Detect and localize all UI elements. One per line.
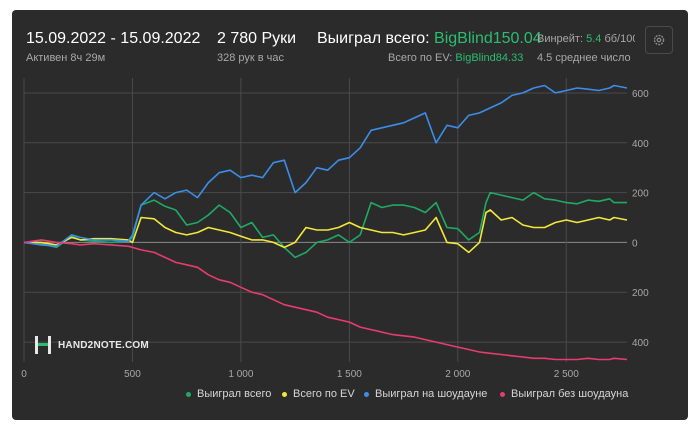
legend-item-ev-total[interactable]: Всего по EV	[282, 388, 355, 400]
legend-marker	[364, 391, 369, 397]
series-line-3	[23, 239, 628, 361]
hand2note-logo: HAND2NOTE.COM	[34, 335, 149, 355]
winrate-value: 5.4	[586, 33, 602, 45]
y-tick-label: 0	[632, 238, 638, 249]
gear-icon	[653, 34, 665, 46]
total-won-value: BigBlind150.04	[434, 30, 542, 47]
series-line-2	[23, 84, 628, 247]
series-line-1	[24, 209, 628, 254]
legend-marker	[500, 391, 505, 397]
total-ev: Всего по EV: BigBlind84.33	[388, 52, 523, 64]
y-tick-label: 600	[632, 89, 649, 100]
legend-label: Выиграл без шоудауна	[511, 388, 629, 400]
stats-panel: 15.09.2022 - 15.09.2022 Активен 8ч 29м 2…	[12, 10, 688, 420]
date-range: 15.09.2022 - 15.09.2022	[26, 30, 201, 47]
active-time: Активен 8ч 29м	[26, 52, 106, 64]
legend-item-non-showdown[interactable]: Выиграл без шоудауна	[500, 388, 628, 400]
legend-item-won-total[interactable]: Выиграл всего	[186, 388, 271, 400]
x-tick-label: 500	[124, 369, 141, 380]
series-line-0	[23, 191, 627, 259]
chart-grid	[23, 78, 627, 362]
hands-count: 2 780 Руки	[217, 30, 297, 47]
x-tick-label: 2 500	[554, 369, 579, 380]
total-ev-label: Всего по EV:	[388, 52, 453, 64]
legend-label: Выиграл всего	[197, 388, 272, 400]
total-ev-value: BigBlind84.33	[455, 52, 524, 64]
y-tick-label: 400	[632, 338, 649, 349]
y-axis-labels: 600 400 200 0 200 400	[632, 89, 649, 349]
hand2note-logo-text: HAND2NOTE.COM	[58, 339, 149, 351]
legend-label: Выиграл на шоудауне	[375, 388, 488, 400]
y-tick-label: 200	[632, 189, 649, 200]
winrate-unit: бб/100	[604, 33, 635, 45]
legend-marker	[282, 391, 287, 397]
total-won-label: Выиграл всего:	[317, 30, 430, 47]
x-tick-label: 0	[21, 369, 27, 380]
average-number: 4.5 среднее число	[537, 52, 631, 64]
winrate: Винрейт: 5.4 бб/100	[537, 33, 635, 45]
y-tick-label: 400	[632, 139, 649, 150]
hand2note-logo-icon	[35, 336, 51, 354]
total-won: Выиграл всего: BigBlind150.04	[317, 30, 542, 48]
x-tick-label: 2 000	[445, 369, 470, 380]
legend-label: Всего по EV	[293, 388, 355, 400]
hands-per-hour: 328 рук в час	[217, 52, 285, 64]
legend-item-showdown[interactable]: Выиграл на шоудауне	[364, 388, 487, 400]
chart-series	[23, 84, 628, 361]
x-tick-label: 1 000	[228, 369, 253, 380]
x-tick-label: 1 500	[337, 369, 362, 380]
y-tick-label: 200	[632, 288, 649, 299]
legend-marker	[186, 391, 191, 397]
winrate-label: Винрейт:	[537, 33, 584, 45]
settings-button[interactable]	[645, 26, 673, 54]
winnings-chart: 600 400 200 0 200 400 0 500 1 000 1 500 2 000 2 50…	[21, 78, 649, 380]
x-axis-labels: 0 500 1 000 1 500 2 000 2 500	[21, 369, 579, 380]
